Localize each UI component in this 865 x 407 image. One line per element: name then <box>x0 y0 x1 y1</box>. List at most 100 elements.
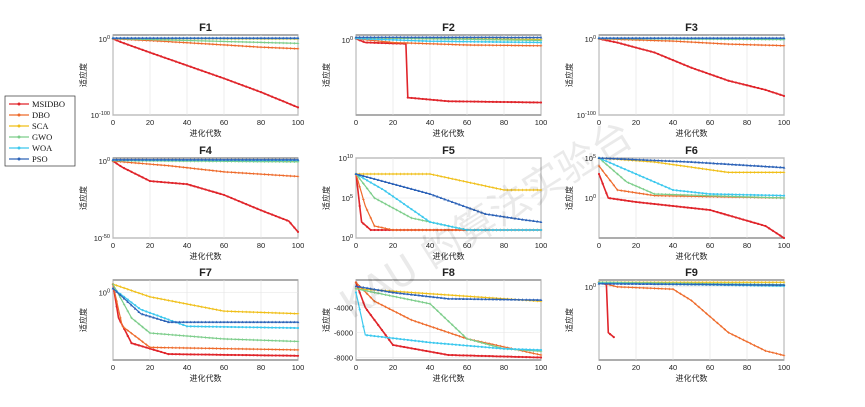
data-point <box>196 335 200 339</box>
data-point <box>410 216 413 220</box>
data-point <box>686 193 689 197</box>
data-point <box>653 287 656 290</box>
data-point <box>775 92 778 95</box>
data-point <box>502 35 506 39</box>
data-point <box>211 325 214 328</box>
data-point <box>244 36 248 40</box>
data-point <box>178 346 181 350</box>
data-point <box>358 173 362 176</box>
data-point <box>428 292 432 295</box>
data-point <box>373 224 376 228</box>
data-point <box>384 190 387 193</box>
data-point <box>686 190 689 193</box>
data-point <box>443 35 447 39</box>
data-point <box>675 60 678 63</box>
data-point <box>289 174 292 178</box>
y-tick-label: 10-100 <box>577 111 596 120</box>
data-point <box>399 35 402 39</box>
data-point <box>738 283 741 286</box>
data-point <box>384 336 387 339</box>
data-point <box>174 320 178 324</box>
data-point <box>458 227 461 230</box>
data-point <box>536 356 539 359</box>
data-point <box>477 40 480 43</box>
data-point <box>373 38 376 41</box>
data-point <box>649 191 652 194</box>
data-point <box>480 354 483 357</box>
data-point <box>642 282 645 285</box>
data-point <box>701 208 704 211</box>
data-point <box>252 326 255 329</box>
data-point <box>734 283 738 286</box>
data-point <box>436 40 439 43</box>
data-point <box>119 316 122 320</box>
data-point <box>219 309 222 312</box>
data-point <box>528 188 532 192</box>
data-point <box>521 35 524 39</box>
data-point <box>384 180 387 183</box>
data-point <box>241 36 244 40</box>
data-point <box>218 158 222 161</box>
data-point <box>119 164 122 168</box>
x-tick-label: 20 <box>146 363 154 372</box>
data-point <box>245 347 248 351</box>
data-point <box>638 192 641 195</box>
data-point <box>451 332 454 335</box>
data-point <box>130 170 133 173</box>
data-point <box>734 335 738 338</box>
data-point <box>690 193 693 197</box>
data-point <box>163 56 166 59</box>
data-point <box>495 228 498 232</box>
data-point <box>738 193 741 196</box>
data-point <box>436 293 439 296</box>
data-point <box>380 38 383 41</box>
data-point <box>510 298 513 301</box>
data-point <box>462 336 465 339</box>
data-point <box>182 323 185 327</box>
y-tick-label: 105 <box>342 194 353 203</box>
data-point <box>660 282 664 286</box>
data-point <box>597 282 601 285</box>
data-point <box>233 320 237 324</box>
data-point <box>491 44 495 47</box>
data-point <box>388 294 391 297</box>
data-point <box>395 38 398 42</box>
data-point <box>432 40 435 43</box>
data-point <box>226 40 229 43</box>
data-point <box>521 298 524 301</box>
data-point <box>196 39 200 42</box>
data-point <box>237 326 240 329</box>
data-point <box>768 89 771 93</box>
data-point <box>768 196 771 199</box>
data-point <box>697 36 701 40</box>
data-point <box>137 344 140 347</box>
y-tick-label: -6000 <box>334 329 353 338</box>
data-point <box>399 313 402 316</box>
data-point <box>417 348 420 351</box>
x-tick-label: 80 <box>500 363 508 372</box>
data-point <box>775 281 778 284</box>
legend-label: MSIDBO <box>32 99 65 109</box>
data-point <box>432 173 435 176</box>
data-point <box>517 298 521 301</box>
data-point <box>767 165 771 168</box>
data-point <box>491 213 495 217</box>
data-point <box>731 171 734 174</box>
data-point <box>734 171 738 174</box>
x-tick-label: 100 <box>292 118 305 127</box>
data-point <box>263 311 266 314</box>
data-point <box>756 36 760 40</box>
data-point <box>734 195 738 198</box>
data-point <box>760 347 763 351</box>
data-point <box>167 318 170 321</box>
data-point <box>141 162 144 165</box>
data-point <box>653 192 656 196</box>
x-tick-label: 100 <box>778 241 791 250</box>
data-point <box>226 320 230 324</box>
data-point <box>369 216 372 220</box>
data-point <box>200 158 204 161</box>
data-point <box>708 282 712 286</box>
data-point <box>439 313 443 316</box>
data-point <box>694 41 697 44</box>
data-point <box>477 354 480 357</box>
